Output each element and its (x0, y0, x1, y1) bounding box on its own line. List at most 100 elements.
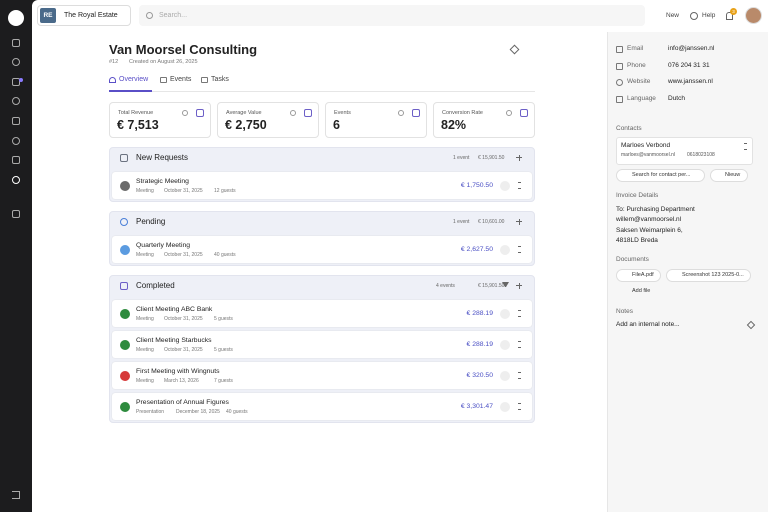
contact-new[interactable] (710, 169, 748, 182)
event-type: Meeting (136, 316, 154, 322)
invoice-title: Invoice Details (616, 192, 659, 199)
file-name: Screenshot 123 2025-0... (682, 272, 744, 278)
tab-active (109, 90, 152, 92)
nav-icon[interactable] (12, 58, 20, 66)
tab[interactable]: Events (170, 76, 192, 83)
contact-name: Marloes Verbond (621, 142, 671, 149)
notes-input[interactable]: Add an internal note... (616, 321, 680, 328)
detail-value: Dutch (668, 95, 685, 103)
stat-card (433, 102, 535, 138)
bell-icon[interactable] (726, 12, 733, 20)
detail-icon (616, 79, 623, 87)
avatar[interactable] (745, 7, 762, 24)
tab-icon (201, 77, 208, 83)
client-created: Created on August 26, 2025 (129, 59, 198, 65)
search-box[interactable] (139, 5, 645, 26)
event-type: Meeting (136, 188, 154, 194)
event-date: October 31, 2025 (164, 347, 203, 353)
logout-icon[interactable] (12, 491, 20, 499)
group-count: 1 event (453, 219, 470, 225)
event-status (120, 371, 130, 381)
event-type: Meeting (136, 347, 154, 353)
event-row[interactable] (112, 300, 532, 327)
nav-icon[interactable] (12, 117, 20, 125)
event-row[interactable] (112, 362, 532, 389)
group-title: Pending (136, 217, 166, 226)
contact-card[interactable] (616, 137, 753, 165)
detail-icon (616, 46, 623, 53)
event-amount: € 288.19 (466, 310, 493, 317)
group-icon (120, 282, 128, 290)
contacts-title: Contacts (616, 125, 642, 132)
event-amount: € 3,301.47 (460, 403, 493, 410)
file-chip[interactable] (616, 269, 661, 282)
event-more[interactable] (518, 403, 520, 410)
help-button[interactable]: Help (702, 12, 716, 19)
filter-icon[interactable] (502, 282, 509, 289)
file-name: FileA.pdf (632, 272, 654, 278)
event-amount: € 288.19 (466, 341, 493, 348)
nav-icon[interactable] (12, 39, 20, 47)
nav-icon[interactable] (12, 156, 20, 164)
event-guests: 40 guests (214, 252, 236, 258)
detail-icon (616, 96, 623, 104)
event-more[interactable] (518, 246, 520, 253)
detail-label: Email (627, 45, 644, 52)
group-title: New Requests (136, 153, 189, 162)
detail-label: Website (627, 78, 651, 86)
stat-icon (520, 109, 528, 117)
event-avatar (500, 309, 510, 319)
event-more[interactable] (518, 341, 520, 348)
logo (8, 10, 24, 26)
contact-search[interactable] (616, 169, 705, 182)
event-more[interactable] (518, 310, 520, 317)
event-row[interactable] (112, 393, 532, 420)
invoice-line: willem@vanmoorsel.nl (616, 216, 682, 224)
invoice-line: 4818LD Breda (616, 237, 658, 245)
add-file[interactable]: Add file (632, 288, 651, 294)
group-icon (120, 154, 128, 162)
event-avatar (500, 371, 510, 381)
stat-icon (412, 109, 420, 117)
tab-icon (160, 77, 167, 83)
event-amount: € 320.50 (466, 372, 493, 379)
tab[interactable]: Tasks (211, 76, 229, 83)
event-type: Meeting (136, 252, 154, 258)
event-more[interactable] (518, 372, 520, 379)
event-date: December 18, 2025 (176, 409, 220, 415)
venue-select[interactable] (37, 5, 131, 26)
stat-icon (304, 109, 312, 117)
nav-icon[interactable] (12, 97, 20, 105)
nav-icon[interactable] (12, 137, 20, 145)
event-row[interactable] (112, 331, 532, 358)
info-icon (506, 110, 512, 116)
tab[interactable]: Overview (119, 76, 149, 83)
help-icon (690, 12, 698, 20)
client-id: #12 (109, 59, 119, 65)
event-more[interactable] (518, 182, 520, 189)
new-button[interactable]: New (666, 12, 680, 19)
nav-icon[interactable] (12, 78, 20, 86)
group-title: Completed (136, 281, 175, 290)
event-row[interactable] (112, 172, 532, 199)
event-type: Meeting (136, 378, 154, 384)
venue-name: The Royal Estate (64, 12, 118, 19)
documents-title: Documents (616, 256, 649, 263)
file-chip[interactable] (666, 269, 751, 282)
add-plus-v (518, 154, 520, 161)
event-date: March 13, 2026 (164, 378, 199, 384)
stat-label: Average Value (226, 110, 262, 116)
contact-email: marloes@vanmoorsel.nl (621, 152, 675, 158)
event-guests: 7 guests (214, 378, 233, 384)
search-icon (146, 12, 153, 19)
event-name: First Meeting with Wingnuts (136, 368, 220, 375)
nav-dot (19, 78, 23, 82)
event-guests: 5 guests (214, 347, 233, 353)
detail-value: info@janssen.nl (668, 45, 715, 52)
nav-icon[interactable] (12, 176, 20, 184)
contact-more[interactable] (744, 143, 746, 150)
event-row[interactable] (112, 236, 532, 263)
nav-icon[interactable] (12, 210, 20, 218)
group-count: 1 event (453, 155, 470, 161)
